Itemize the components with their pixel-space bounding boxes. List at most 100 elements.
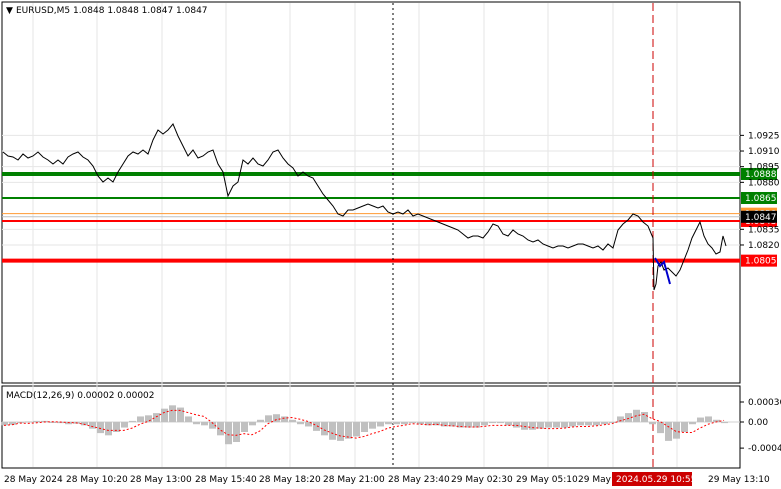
macd-histogram-bar xyxy=(617,416,624,422)
level-label: 1.0888 xyxy=(745,170,777,180)
price-axis-label: 1.0910 xyxy=(748,147,780,157)
macd-histogram-bar xyxy=(41,420,48,422)
time-axis-label: 28 May 15:40 xyxy=(195,475,257,485)
price-axis-label: 1.0835 xyxy=(748,225,780,235)
macd-histogram-bar xyxy=(273,414,280,422)
macd-histogram-bar xyxy=(697,417,704,422)
macd-histogram-bar xyxy=(289,419,296,422)
price-panel[interactable] xyxy=(1,1,741,384)
macd-histogram-bar xyxy=(585,422,592,426)
macd-histogram-bar xyxy=(401,422,408,425)
macd-histogram-bar xyxy=(641,412,648,422)
time-highlight-label: 2024.05.29 10:55 xyxy=(616,475,696,485)
vertical-markers xyxy=(392,3,654,467)
macd-histogram-bar xyxy=(313,422,320,431)
time-axis-label: 29 May xyxy=(578,475,612,485)
macd-histogram-bar xyxy=(137,416,144,422)
price-axis-label: 1.0880 xyxy=(748,178,780,188)
macd-histogram-bar xyxy=(489,422,496,424)
macd-histogram-bar xyxy=(577,422,584,426)
macd-histogram-bar xyxy=(689,422,696,425)
macd-histogram-bar xyxy=(417,422,424,425)
time-highlight-badge xyxy=(612,472,692,486)
macd-histogram-bar xyxy=(513,422,520,428)
level-badge xyxy=(741,167,777,180)
macd-signal-line xyxy=(3,409,725,439)
macd-histogram-bar xyxy=(505,422,512,426)
macd-histogram-bar xyxy=(441,422,448,427)
macd-histogram-bar xyxy=(241,422,248,432)
macd-histogram-bar xyxy=(1,422,8,426)
macd-histogram-bar xyxy=(233,422,240,442)
level-label: 1.0865 xyxy=(745,194,777,204)
macd-histogram-bar xyxy=(593,422,600,426)
macd-histogram-bar xyxy=(121,422,128,428)
macd-histogram-bar xyxy=(201,422,208,426)
price-axis-label: 1.0820 xyxy=(748,241,780,251)
macd-histogram-bar xyxy=(473,422,480,428)
macd-histogram-bar xyxy=(529,422,536,430)
macd-histogram-bar xyxy=(153,413,160,422)
macd-histogram-bar xyxy=(409,422,416,424)
macd-histogram-bar xyxy=(377,422,384,427)
time-axis-label: 29 May 02:30 xyxy=(451,475,513,485)
macd-histogram-bar xyxy=(625,413,632,422)
macd-histogram-bar xyxy=(433,422,440,426)
macd-histogram-bar xyxy=(281,416,288,422)
time-axis-label: 28 May 10:20 xyxy=(66,475,128,485)
time-axis-label: 28 May 21:00 xyxy=(323,475,385,485)
macd-histogram-bar xyxy=(481,422,488,426)
macd-histogram-bar xyxy=(649,422,656,425)
macd-histogram-bar xyxy=(89,422,96,429)
macd-histogram-bar xyxy=(33,420,40,422)
macd-histogram-bar xyxy=(601,422,608,425)
macd-histogram-bar xyxy=(65,422,72,425)
macd-axis-label: 0.00036 xyxy=(748,398,781,408)
macd-histogram-bar xyxy=(185,416,192,422)
macd-histogram-bar xyxy=(57,422,64,424)
time-axis-label: 29 May 13:10 xyxy=(708,475,770,485)
macd-histogram-bar xyxy=(521,422,528,430)
macd-histogram-bar xyxy=(297,422,304,425)
macd-histogram-bar xyxy=(705,416,712,422)
macd-histogram-bar xyxy=(369,422,376,429)
trend-segment-line xyxy=(654,257,671,285)
macd-histogram-bar xyxy=(9,422,16,425)
macd-histogram-bar xyxy=(337,422,344,441)
macd-histogram-bar xyxy=(217,422,224,436)
macd-histogram-bar xyxy=(673,422,680,439)
dropdown-arrow-icon[interactable]: ▼ xyxy=(6,6,13,16)
macd-histogram-bar xyxy=(457,422,464,428)
macd-histogram-bar xyxy=(113,422,120,432)
macd-histogram-bar xyxy=(129,420,136,422)
price-axis-label: 1.0895 xyxy=(748,163,780,173)
macd-histogram-bar xyxy=(665,422,672,441)
time-axis-label: 28 May 13:00 xyxy=(130,475,192,485)
macd-histogram-bar xyxy=(49,422,56,423)
price-line xyxy=(2,123,727,291)
macd-histogram-bar xyxy=(425,422,432,426)
macd-histogram-bar xyxy=(225,422,232,445)
macd-histogram-bar xyxy=(321,422,328,436)
macd-histogram-bar xyxy=(97,422,104,434)
price-series xyxy=(2,123,727,291)
macd-axis-label: 0.00 xyxy=(748,418,768,428)
macd-indicator xyxy=(1,405,740,445)
macd-histogram-bar xyxy=(305,422,312,427)
level-label: 1.0805 xyxy=(745,257,777,267)
symbol-header: EURUSD,M5 1.0848 1.0848 1.0847 1.0847 xyxy=(16,6,208,16)
macd-histogram-bar xyxy=(657,422,664,434)
level-badge xyxy=(741,192,777,204)
macd-histogram-bar xyxy=(385,422,392,425)
macd-histogram-bar xyxy=(465,422,472,428)
macd-histogram-bar xyxy=(81,422,88,426)
time-axis-label: 28 May 23:40 xyxy=(388,475,450,485)
macd-title: MACD(12,26,9) 0.00002 0.00002 xyxy=(6,391,155,401)
macd-histogram-bar xyxy=(545,422,552,428)
time-axis-label: 29 May 05:10 xyxy=(516,475,578,485)
macd-histogram-bar xyxy=(257,419,264,422)
macd-histogram-bar xyxy=(609,422,616,423)
macd-histogram-bar xyxy=(105,422,112,436)
